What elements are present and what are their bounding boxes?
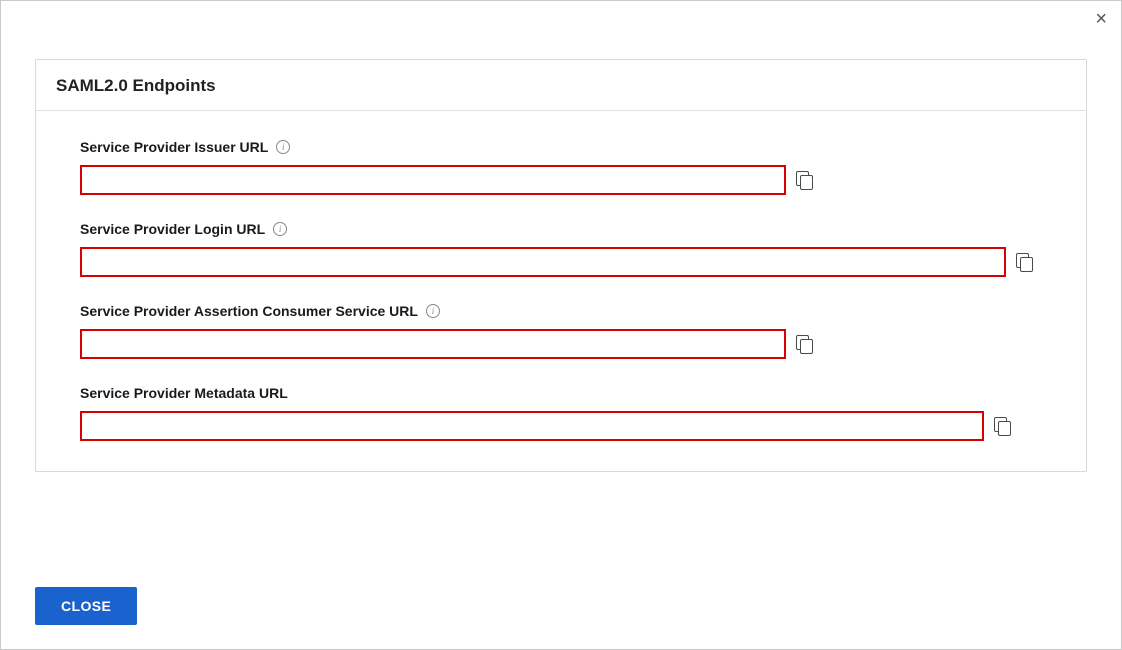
- close-button[interactable]: CLOSE: [35, 587, 137, 625]
- field-label-row: Service Provider Assertion Consumer Serv…: [80, 303, 1042, 319]
- field-label: Service Provider Issuer URL: [80, 139, 268, 155]
- endpoint-url-input[interactable]: [80, 247, 1006, 277]
- card-title: SAML2.0 Endpoints: [56, 76, 216, 95]
- field-input-row: [80, 411, 1042, 441]
- field-label-row: Service Provider Login URL i: [80, 221, 1042, 237]
- endpoint-url-input[interactable]: [80, 165, 786, 195]
- endpoint-field: Service Provider Issuer URL i: [80, 139, 1042, 195]
- close-icon[interactable]: ×: [1095, 9, 1107, 29]
- saml-endpoints-dialog: × SAML2.0 Endpoints Service Provider Iss…: [0, 0, 1122, 650]
- field-input-row: [80, 247, 1042, 277]
- field-input-row: [80, 329, 1042, 359]
- endpoints-card: SAML2.0 Endpoints Service Provider Issue…: [35, 59, 1087, 472]
- info-icon[interactable]: i: [273, 222, 287, 236]
- copy-icon[interactable]: [796, 171, 814, 189]
- field-label: Service Provider Assertion Consumer Serv…: [80, 303, 418, 319]
- field-label: Service Provider Metadata URL: [80, 385, 288, 401]
- endpoint-url-input[interactable]: [80, 329, 786, 359]
- endpoint-field: Service Provider Assertion Consumer Serv…: [80, 303, 1042, 359]
- info-icon[interactable]: i: [276, 140, 290, 154]
- copy-icon[interactable]: [994, 417, 1012, 435]
- copy-icon[interactable]: [1016, 253, 1034, 271]
- endpoint-field: Service Provider Login URL i: [80, 221, 1042, 277]
- card-header: SAML2.0 Endpoints: [36, 60, 1086, 111]
- endpoint-url-input[interactable]: [80, 411, 984, 441]
- info-icon[interactable]: i: [426, 304, 440, 318]
- copy-icon[interactable]: [796, 335, 814, 353]
- field-label: Service Provider Login URL: [80, 221, 265, 237]
- field-label-row: Service Provider Issuer URL i: [80, 139, 1042, 155]
- field-input-row: [80, 165, 1042, 195]
- card-body: Service Provider Issuer URLiService Prov…: [36, 111, 1086, 471]
- field-label-row: Service Provider Metadata URL: [80, 385, 1042, 401]
- endpoint-field: Service Provider Metadata URL: [80, 385, 1042, 441]
